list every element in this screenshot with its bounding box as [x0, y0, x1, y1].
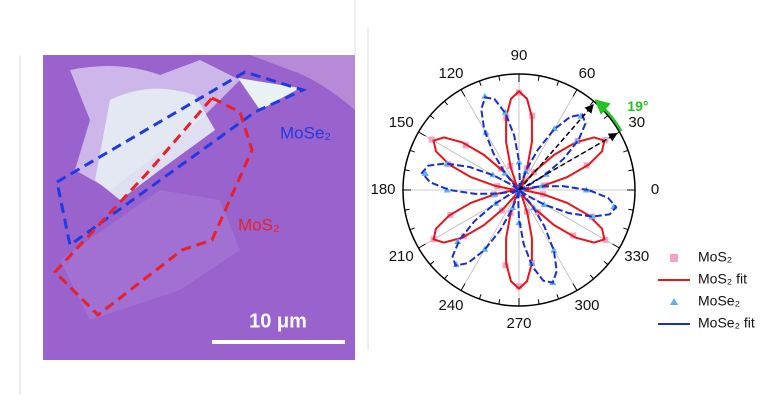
minor-tick: [409, 227, 415, 231]
mos2-outline: [52, 96, 254, 317]
marker: [421, 169, 429, 176]
minor-tick: [628, 169, 634, 172]
flake: [95, 88, 215, 200]
marker: [428, 136, 435, 143]
minor-tick: [404, 169, 410, 172]
minor-tick: [623, 149, 629, 153]
minor-tick: [623, 227, 629, 231]
angle-label: 120: [438, 65, 463, 82]
minor-tick: [537, 75, 540, 81]
spoke: [460, 89, 520, 191]
legend-label: MoS₂ fit: [698, 271, 747, 287]
polar-plot: 0 30 60 90 120 150 180 210 240 270 300 330 19° MoS₂ Mo…: [370, 47, 754, 332]
angle-label: 240: [438, 297, 463, 314]
legend-marker: [670, 254, 678, 262]
minor-tick: [478, 294, 482, 300]
angle-label: 60: [579, 65, 596, 82]
micrograph: MoSe₂ MoS₂ 10 μm: [43, 55, 355, 360]
angle-label: 0: [651, 181, 659, 198]
angle-label: 180: [370, 181, 395, 198]
minor-tick: [478, 80, 482, 86]
angle-label: 270: [506, 315, 531, 332]
minor-tick: [460, 89, 466, 97]
angle-annotation: 19°: [627, 98, 648, 114]
minor-tick: [589, 274, 594, 280]
minor-tick: [603, 115, 609, 120]
minor-tick: [444, 100, 449, 106]
spoke: [518, 189, 578, 291]
minor-tick: [498, 75, 501, 81]
spoke: [418, 131, 520, 191]
angle-label: 90: [511, 47, 528, 64]
angle-label: 30: [628, 114, 645, 131]
minor-tick: [628, 208, 634, 211]
marker: [489, 171, 497, 178]
minor-tick: [556, 80, 560, 86]
flake: [43, 55, 355, 110]
flake: [60, 190, 240, 320]
legend-marker: [670, 298, 678, 305]
mose2-outline: [55, 70, 308, 248]
minor-tick: [572, 283, 578, 291]
angle-label: 210: [389, 248, 414, 265]
minor-tick: [418, 243, 426, 249]
flake: [238, 78, 300, 110]
marker: [522, 167, 530, 174]
legend-label: MoS₂: [698, 249, 732, 265]
marker: [540, 201, 548, 207]
minor-tick: [429, 260, 435, 265]
legend-label: MoSe₂ fit: [698, 315, 755, 331]
marker: [550, 246, 558, 253]
minor-tick: [460, 283, 466, 291]
minor-tick: [589, 100, 594, 106]
minor-tick: [572, 89, 578, 97]
minor-tick: [429, 115, 435, 120]
legend-label: MoSe₂: [698, 293, 740, 309]
outer-circle: [402, 73, 636, 307]
minor-tick: [603, 260, 609, 265]
marker: [501, 108, 509, 115]
marker: [501, 169, 509, 176]
marker: [515, 158, 523, 165]
spoke: [460, 189, 520, 291]
angle-label: 300: [574, 297, 599, 314]
minor-tick: [498, 299, 501, 305]
scale-bar-label: 10 μm: [249, 310, 307, 332]
minor-tick: [612, 243, 620, 249]
minor-tick: [404, 208, 410, 211]
minor-tick: [418, 131, 426, 137]
minor-tick: [409, 149, 415, 153]
minor-tick: [556, 294, 560, 300]
minor-tick: [444, 274, 449, 280]
flake-label: MoSe₂: [280, 123, 331, 142]
marker: [516, 283, 522, 290]
minor-tick: [537, 299, 540, 305]
angle-label: 150: [389, 114, 414, 131]
axis-arrow: [518, 103, 594, 191]
marker: [573, 138, 581, 145]
marker: [588, 213, 596, 220]
flake-label: MoS₂: [238, 215, 280, 234]
angle-arc: [594, 99, 623, 132]
axis-arrow: [518, 132, 618, 191]
angle-label: 330: [624, 248, 649, 265]
